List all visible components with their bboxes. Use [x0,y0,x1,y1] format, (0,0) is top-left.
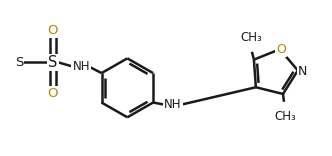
Text: N: N [298,65,307,78]
Text: S: S [48,55,58,70]
Text: NH: NH [164,98,182,111]
Text: CH₃: CH₃ [240,31,262,44]
Text: O: O [48,24,58,37]
Text: S: S [15,56,24,69]
Text: O: O [276,43,286,56]
Text: CH₃: CH₃ [274,110,296,123]
Text: O: O [48,87,58,100]
Text: NH: NH [72,60,90,73]
